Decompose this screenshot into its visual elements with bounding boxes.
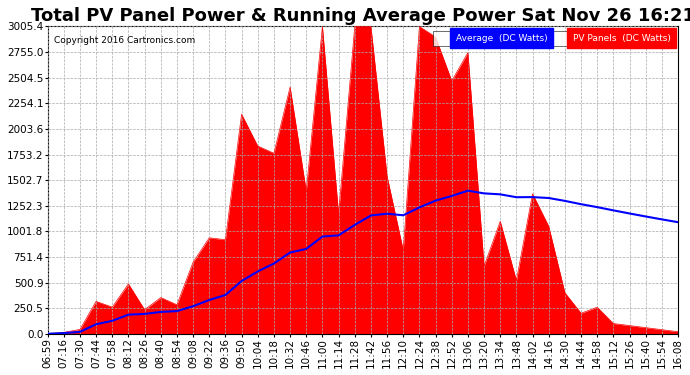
Title: Total PV Panel Power & Running Average Power Sat Nov 26 16:21: Total PV Panel Power & Running Average P… (31, 7, 690, 25)
Text: Copyright 2016 Cartronics.com: Copyright 2016 Cartronics.com (54, 36, 195, 45)
Legend: Average  (DC Watts), PV Panels  (DC Watts): Average (DC Watts), PV Panels (DC Watts) (433, 31, 673, 45)
